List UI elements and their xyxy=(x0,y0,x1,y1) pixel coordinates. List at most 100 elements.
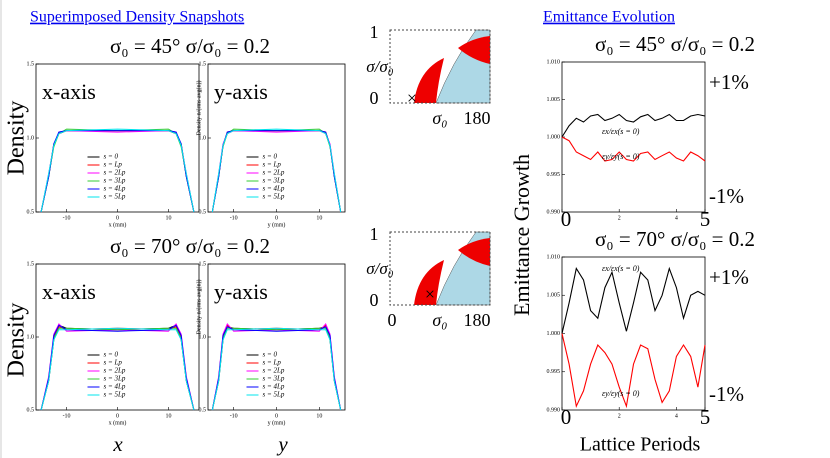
y-tick-label: 0.990 xyxy=(547,209,561,215)
legend-label: s = 4Lp xyxy=(263,383,285,391)
axis-label: Lattice Periods xyxy=(580,434,701,456)
y-tick-label: 0.5 xyxy=(27,407,35,413)
heading-link[interactable]: Emittance Evolution xyxy=(543,9,675,26)
legend-label: s = 2Lp xyxy=(104,367,126,375)
diagram-frame xyxy=(389,29,491,104)
y-tick-label: 1.005 xyxy=(547,97,561,103)
diagram-label: 180 xyxy=(464,310,491,330)
y-tick-label: 0.5 xyxy=(27,209,35,215)
x-axis-label: x (mm) xyxy=(109,221,127,228)
row-title: σ₀ = 45° σ/σ₀ = 0.2 xyxy=(110,34,270,58)
x-tick-label: 2 xyxy=(618,215,621,221)
x-tick-label: 4 xyxy=(675,215,678,221)
x-tick-label: -10 xyxy=(230,215,238,221)
legend-label: s = 0 xyxy=(263,153,278,161)
y-tick-label: 0.995 xyxy=(547,172,561,178)
legend-label: s = 3Lp xyxy=(104,375,126,383)
y-tick-label: 0.995 xyxy=(547,369,561,375)
x-tick-label: 5 xyxy=(700,207,711,231)
diagram-label: 1 xyxy=(370,22,379,42)
corner-label: y-axis xyxy=(214,79,268,104)
legend-label: s = 2Lp xyxy=(263,367,285,375)
x-tick-label: 0 xyxy=(561,405,572,429)
axis-label: Density xyxy=(4,303,30,378)
legend-label: s = 0 xyxy=(104,351,119,359)
x-axis-label: y (mm) xyxy=(268,221,286,228)
x-tick-label: 0 xyxy=(561,207,572,231)
data-line xyxy=(40,327,195,411)
x-axis-label: y (mm) xyxy=(268,419,286,426)
x-tick-label: 0 xyxy=(116,413,119,419)
diagram-label: σ/σ₀ xyxy=(366,259,393,278)
legend-label: s = 2Lp xyxy=(104,169,126,177)
axis-label: Emittance Growth xyxy=(509,154,534,316)
legend-label: s = 5Lp xyxy=(104,193,126,201)
y-axis-label: Density n/(rms avg(n)) xyxy=(195,280,202,335)
heading-link[interactable]: Superimposed Density Snapshots xyxy=(30,9,244,26)
x-tick-label: 0 xyxy=(275,215,278,221)
x-tick-label: -10 xyxy=(63,215,71,221)
legend-label: s = 0 xyxy=(104,153,119,161)
data-line xyxy=(561,333,706,409)
axis-label: x xyxy=(112,432,123,456)
diagram-label: 180 xyxy=(464,108,491,128)
y-tick-label: 1.0 xyxy=(199,334,207,340)
corner-label: x-axis xyxy=(42,79,96,104)
annotation: +1% xyxy=(709,70,749,94)
y-tick-label: 1.5 xyxy=(199,261,207,267)
x-tick-label: 4 xyxy=(675,413,678,419)
x-tick-label: 10 xyxy=(165,413,171,419)
legend-label: s = 3Lp xyxy=(263,177,285,185)
diagram-label: σ₀ xyxy=(432,310,447,330)
x-tick-label: 10 xyxy=(165,215,171,221)
y-tick-label: 1.5 xyxy=(27,61,35,67)
diagram-label: × xyxy=(407,88,417,108)
corner-label: x-axis xyxy=(42,279,96,304)
legend-label: s = 4Lp xyxy=(104,383,126,391)
y-tick-label: 1.0 xyxy=(27,135,35,141)
legend-label: s = 3Lp xyxy=(263,375,285,383)
diagram-frame xyxy=(389,231,491,306)
unstable-region xyxy=(414,58,444,103)
legend-label: s = 5Lp xyxy=(263,193,285,201)
x-tick-label: 5 xyxy=(700,405,711,429)
mode-diagram: 1 σ/σ₀ 0 × σ₀ 180 xyxy=(366,22,491,128)
series-label: εx/εx(s = 0) xyxy=(602,264,640,273)
data-line xyxy=(211,128,342,213)
annotation: -1% xyxy=(709,382,744,406)
data-line xyxy=(561,266,706,334)
chart-title: σ₀ = 45° σ/σ₀ = 0.2 xyxy=(595,32,755,56)
y-axis-label: Density n/(rms avg(n)) xyxy=(195,81,202,136)
diagram-label: 0 xyxy=(388,310,397,330)
mode-diagram: 1 σ/σ₀ 0 × 0 σ₀ 180 xyxy=(366,224,491,330)
y-tick-label: 1.0 xyxy=(27,334,35,340)
chart-title: σ₀ = 70° σ/σ₀ = 0.2 xyxy=(595,227,755,251)
diagram-label: 1 xyxy=(370,224,379,244)
diagram-label: σ/σ₀ xyxy=(366,57,393,76)
y-tick-label: 1.5 xyxy=(27,261,35,267)
legend-label: s = 5Lp xyxy=(263,391,285,399)
annotation: -1% xyxy=(709,184,744,208)
y-tick-label: 1.000 xyxy=(547,331,561,337)
series-label: εy/εy(s = 0) xyxy=(602,152,640,161)
y-tick-label: 0.5 xyxy=(199,209,207,215)
unstable-region xyxy=(458,36,490,64)
diagram-label: 0 xyxy=(370,290,379,310)
y-tick-label: 0.5 xyxy=(199,407,207,413)
y-tick-label: 1.005 xyxy=(547,293,561,299)
data-line xyxy=(561,136,706,162)
x-tick-label: -10 xyxy=(63,413,71,419)
x-tick-label: 2 xyxy=(618,413,621,419)
diagram-label: σ₀ xyxy=(432,108,447,128)
data-line xyxy=(211,327,342,411)
x-tick-label: -10 xyxy=(230,413,238,419)
row-title: σ₀ = 70° σ/σ₀ = 0.2 xyxy=(110,234,270,258)
x-tick-label: 0 xyxy=(116,215,119,221)
unstable-region xyxy=(458,238,490,266)
x-tick-label: 0 xyxy=(275,413,278,419)
legend-label: s = 4Lp xyxy=(263,185,285,193)
data-line xyxy=(561,113,706,138)
x-axis-label: x (mm) xyxy=(109,419,127,426)
